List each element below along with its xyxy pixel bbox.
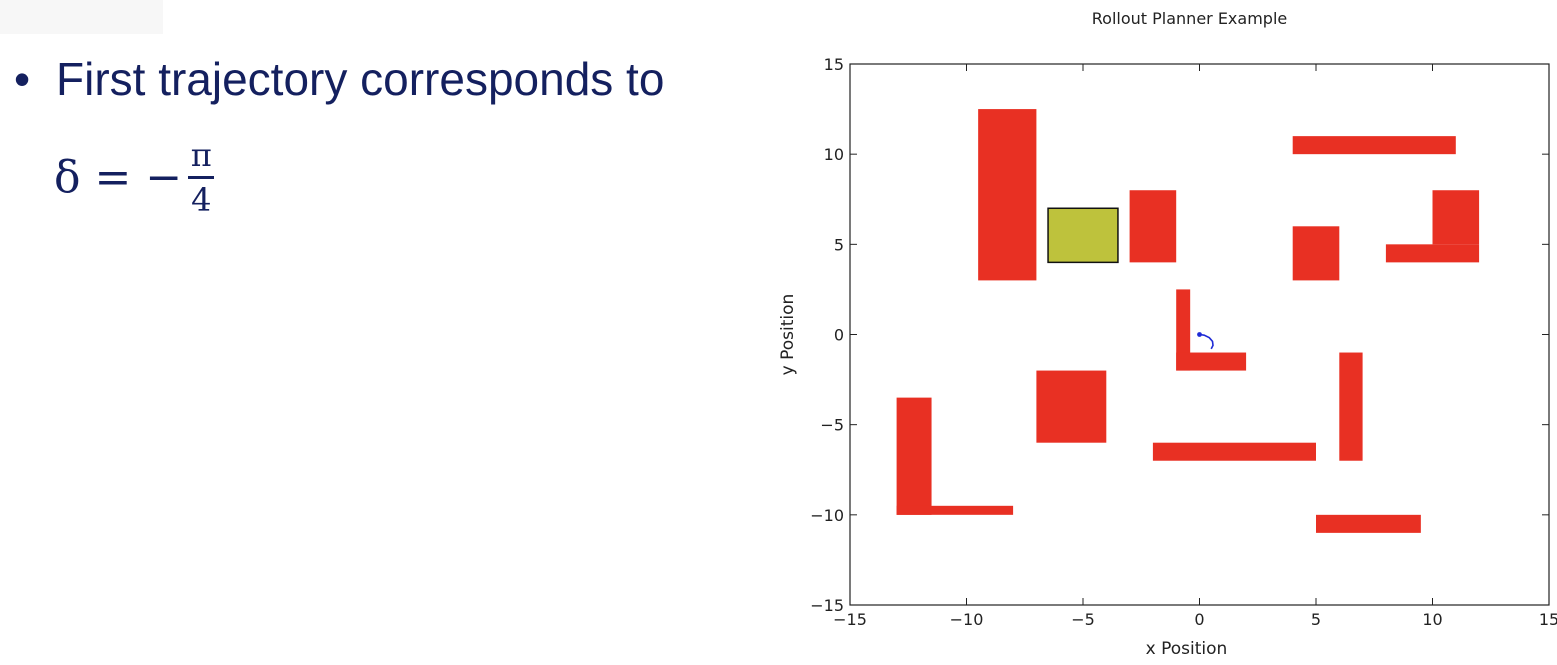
bullet-dot: •	[14, 53, 31, 105]
x-tick-label: 15	[1539, 610, 1557, 629]
bullet-text: First trajectory corresponds to	[56, 53, 665, 105]
obstacle-9	[1036, 370, 1107, 443]
y-tick-label: 15	[824, 55, 844, 74]
obstacle-3	[1292, 136, 1456, 155]
x-tick-label: −5	[1071, 610, 1095, 629]
obstacle-6	[1432, 190, 1480, 245]
formula-minus: −	[145, 151, 183, 203]
obstacle-5	[1385, 244, 1480, 263]
formula-numerator: π	[190, 135, 212, 174]
x-axis-label: x Position	[1146, 639, 1228, 659]
x-tick-label: −15	[833, 610, 867, 629]
formula-equals: =	[94, 151, 132, 203]
obstacle-4	[1292, 226, 1340, 281]
y-tick-label: 5	[834, 235, 844, 254]
top-left-patch	[0, 0, 163, 34]
bullet-item: • First trajectory corresponds to	[14, 50, 664, 108]
obstacle-12	[896, 397, 932, 515]
x-tick-label: 0	[1194, 610, 1204, 629]
obstacle-7	[1176, 289, 1191, 371]
chart-title: Rollout Planner Example	[1092, 9, 1287, 28]
obstacle-8	[1176, 352, 1247, 371]
y-tick-label: 0	[834, 326, 844, 345]
fraction-bar	[188, 175, 215, 179]
x-tick-label: 10	[1422, 610, 1442, 629]
obstacle-13	[896, 505, 1014, 515]
formula-fraction: π 4	[188, 135, 215, 219]
formula-denominator: 4	[191, 180, 212, 219]
y-axis-label: y Position	[778, 294, 798, 376]
x-tick-label: 5	[1311, 610, 1321, 629]
y-tick-label: 10	[824, 145, 844, 164]
y-tick-label: −10	[810, 506, 844, 525]
obstacle-11	[1339, 352, 1363, 461]
slide-text: • First trajectory corresponds to δ = − π…	[14, 50, 664, 218]
formula-lhs: δ	[54, 151, 81, 203]
trajectory-line	[1199, 333, 1214, 350]
x-tick-label: −10	[950, 610, 984, 629]
trajectory-start-point	[1197, 332, 1202, 337]
y-tick-label: −15	[810, 596, 844, 615]
y-tick-label: −5	[820, 416, 844, 435]
obstacle-10	[1152, 442, 1316, 461]
obstacle-1	[978, 109, 1037, 281]
goal-region	[1047, 207, 1119, 264]
obstacle-2	[1129, 190, 1177, 263]
formula: δ = − π 4	[54, 112, 215, 242]
obstacle-14	[1316, 514, 1421, 533]
